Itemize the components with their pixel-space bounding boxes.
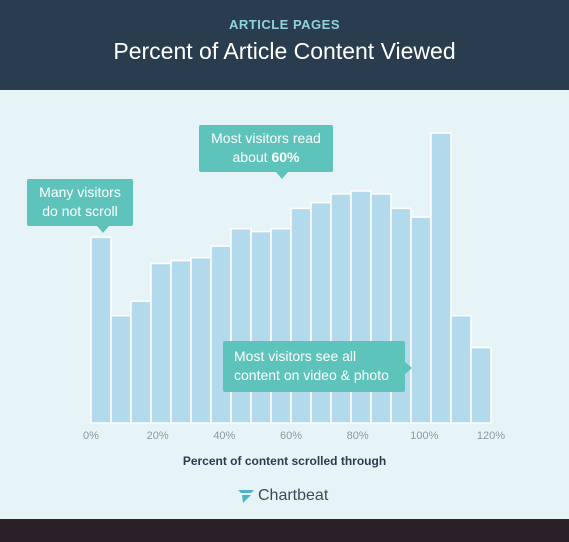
bar-chart: 0% 20% 40% 60% 80% 100% 120% [83,132,505,442]
x-tick-label: 40% [213,430,235,442]
header-kicker: ARTICLE PAGES [229,17,340,32]
chartbeat-logo-icon [238,490,254,503]
annotation-read-line1: Most visitors read [211,130,321,146]
x-axis-title: Percent of content scrolled through [182,454,387,468]
callout-pointer [97,226,109,233]
bar-102 [430,132,452,424]
x-tick-label: 100% [410,430,438,442]
x-tick-label: 80% [347,430,369,442]
annotation-video-photo: Most visitors see all content on video &… [223,341,412,392]
bar-24 [170,259,192,424]
bar-12 [130,300,152,424]
bar-0 [90,236,112,424]
callout-pointer [276,172,288,179]
bar-42 [230,227,252,424]
annotation-read-prefix: about [232,149,272,165]
x-tick-label: 120% [477,430,505,442]
page-title: Percent of Article Content Viewed [113,38,456,64]
annotation-no-scroll-line1: Many visitors [39,184,121,200]
x-tick-label: 20% [147,430,169,442]
annotation-no-scroll-line2: do not scroll [42,203,118,219]
x-tick-label: 0% [83,430,99,442]
chartbeat-logo: Chartbeat [237,487,328,505]
bar-36 [210,245,232,424]
bar-30 [190,256,212,424]
bar-54 [270,227,292,424]
bar-48 [250,230,272,424]
annotation-read-60: Most visitors read about 60% [199,125,333,179]
bar-108 [450,314,472,424]
bar-18 [150,262,172,424]
footer-bar [0,519,569,542]
brand-name: Chartbeat [258,487,329,504]
annotation-read-bold: 60% [271,149,300,165]
header-banner: ARTICLE PAGES Percent of Article Content… [0,0,569,90]
callout-pointer [405,362,412,374]
bar-6 [110,314,132,424]
annotation-video-line1: Most visitors see all [234,348,357,364]
annotation-video-line2: content on video & photo [234,367,389,383]
annotation-no-scroll: Many visitors do not scroll [27,179,133,233]
bar-114 [470,346,492,424]
x-tick-label: 60% [280,430,302,442]
bar-96 [410,216,432,424]
